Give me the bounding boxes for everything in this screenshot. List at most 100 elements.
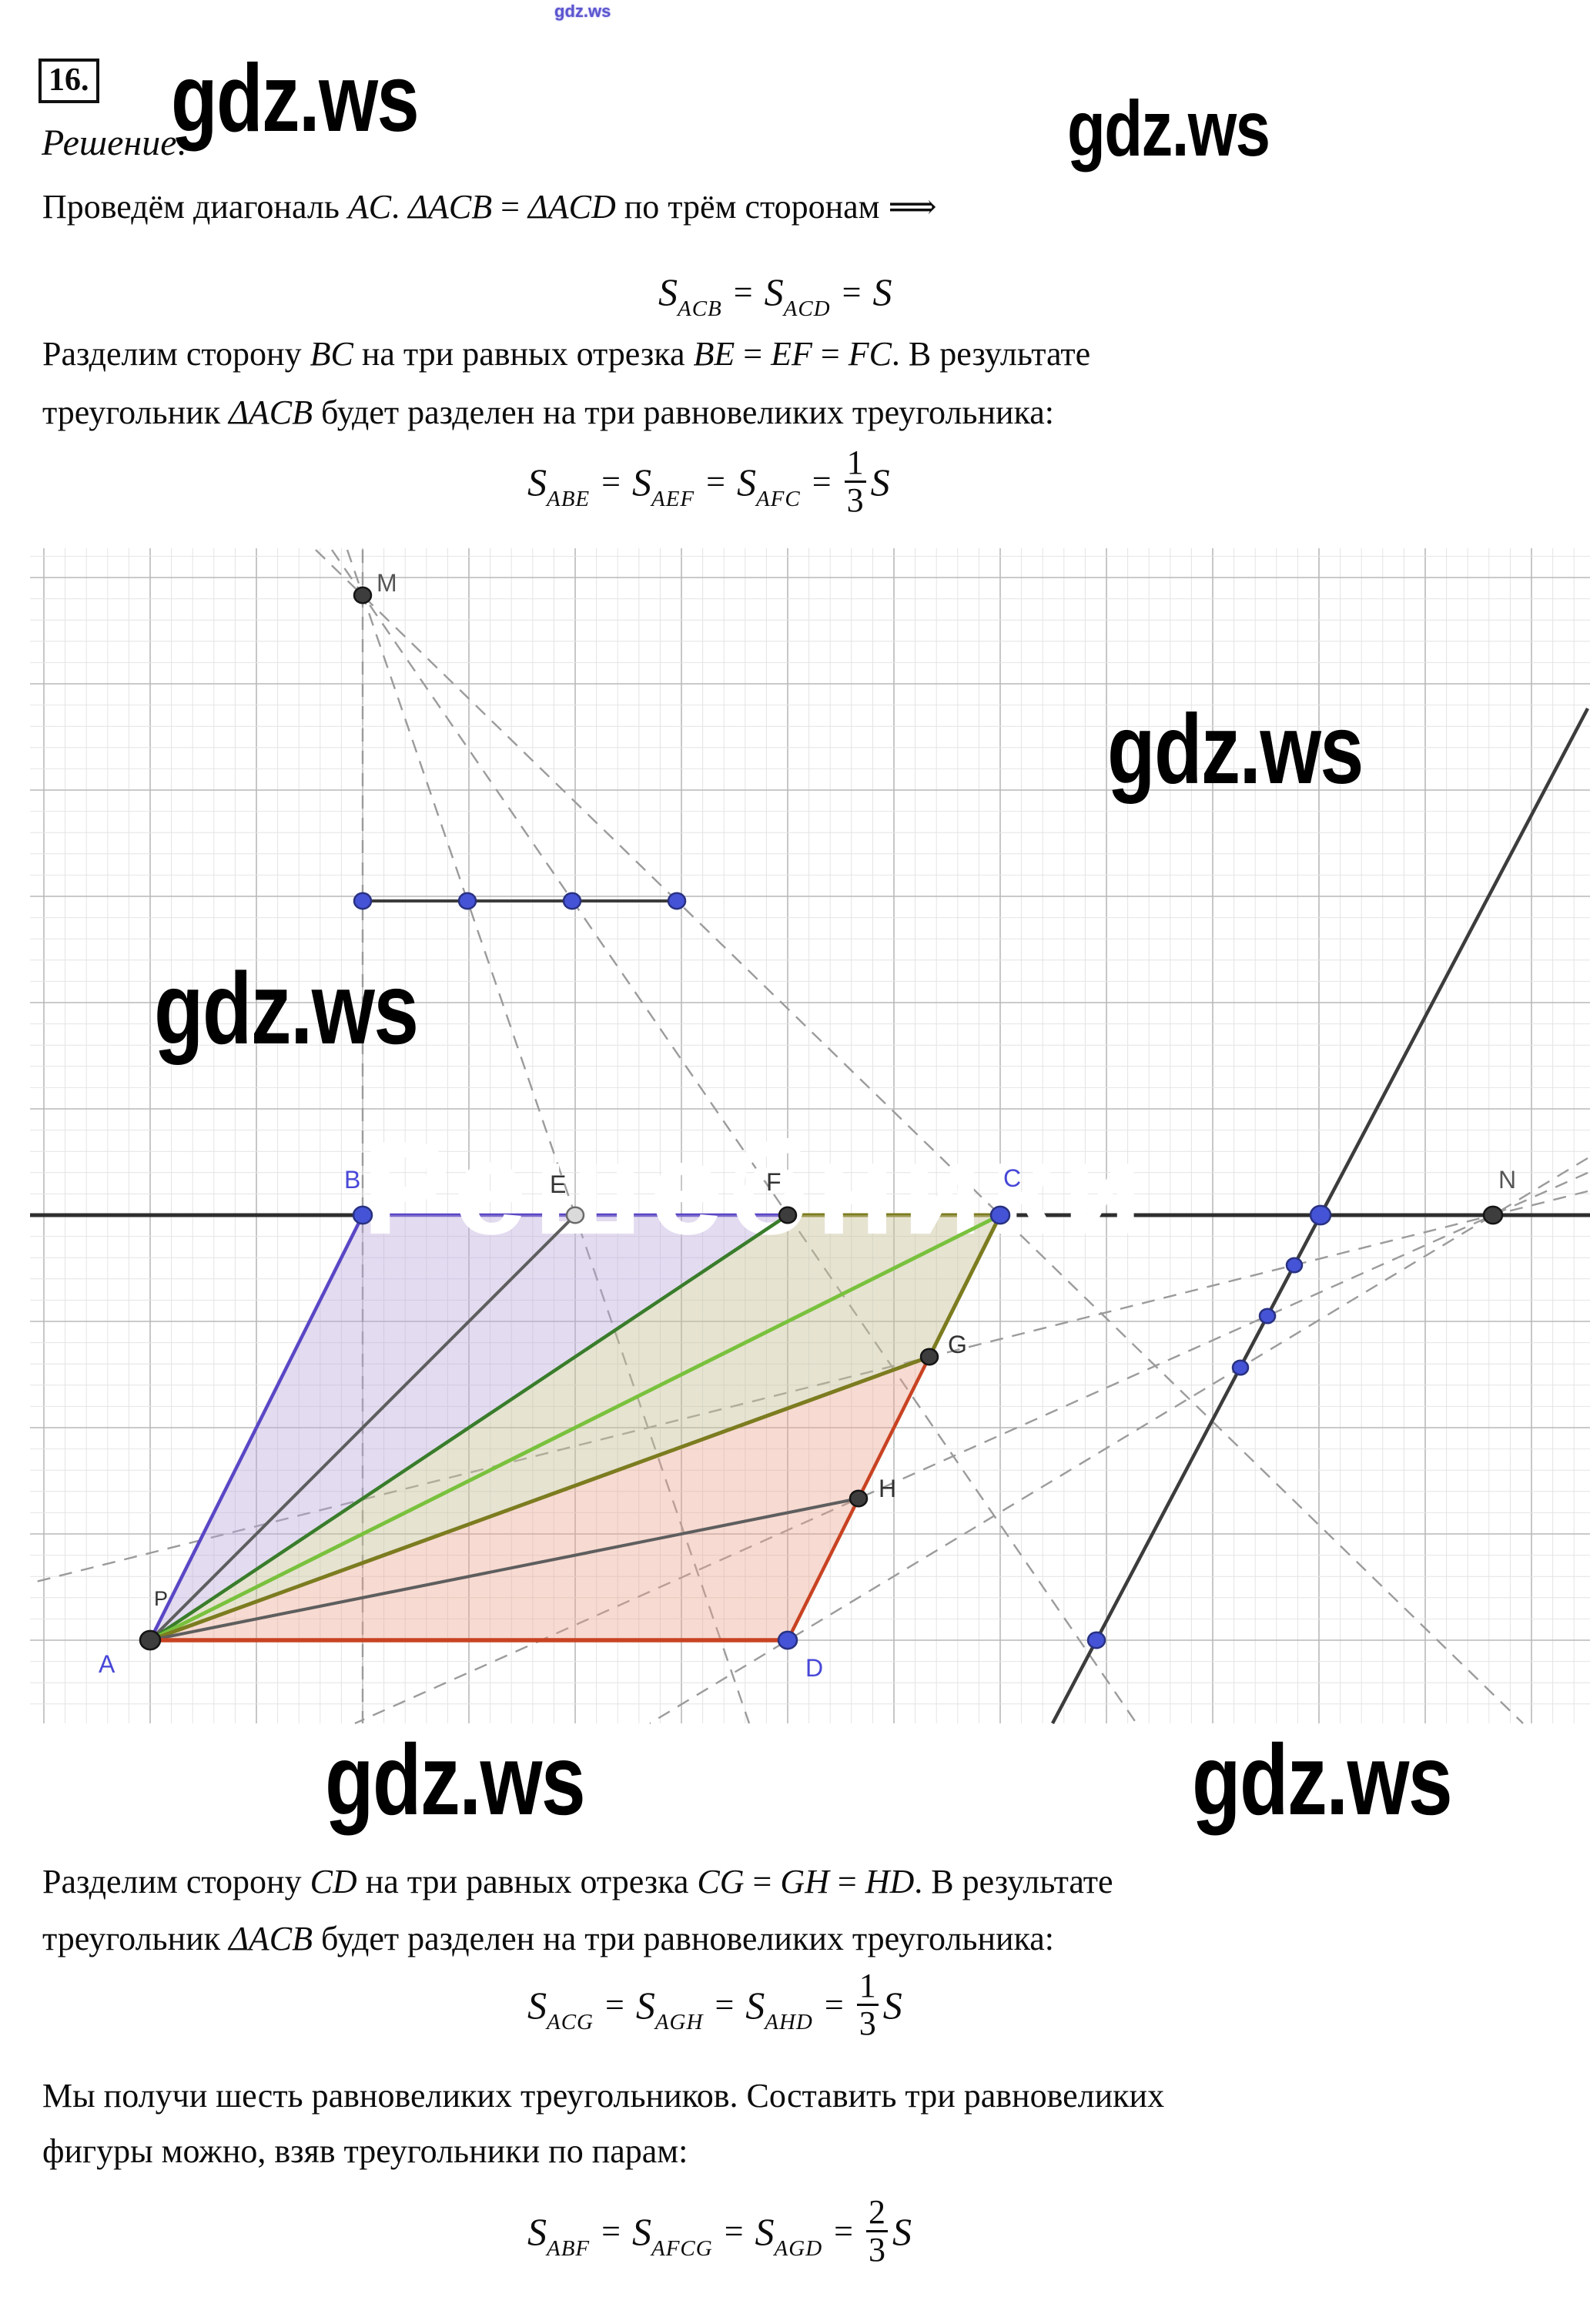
text-segment: = (735, 335, 772, 373)
label-G: G (948, 1331, 967, 1358)
label-N: N (1498, 1166, 1516, 1194)
body-line-2: Разделим сторону BC на три равных отрезк… (42, 334, 1090, 373)
problem-number: 16. (38, 59, 99, 103)
text-segment: ΔACB (408, 188, 493, 226)
equals-sign: = (706, 463, 725, 501)
fraction-part: 1 (846, 444, 864, 481)
point-C (989, 1205, 1011, 1225)
equals-sign: = (812, 463, 832, 501)
point-M (353, 586, 373, 604)
area-symbol: SAFC (736, 460, 801, 511)
text-segment: . (391, 188, 409, 226)
construction-dashed-lines (29, 549, 1588, 1725)
figure-line (149, 1214, 577, 1642)
figure-line (148, 1214, 365, 1642)
point-div-4 (1086, 1631, 1106, 1649)
watermark-gdzws-2: gdz.ws (1067, 85, 1270, 172)
text-segment: . В результате (891, 335, 1091, 373)
figure-line (927, 1214, 1003, 1358)
area-symbol: S (882, 1983, 902, 2027)
fraction-part: 2 (868, 2193, 885, 2231)
figure-line (149, 1497, 859, 1642)
label-E: E (550, 1170, 566, 1198)
text-segment: Проведём диагональ (42, 188, 348, 226)
body-line-5: треугольник ΔACB будет разделен на три р… (42, 1919, 1054, 1958)
area-symbol: S (892, 2209, 912, 2253)
text-segment: . В результате (914, 1863, 1113, 1900)
text-segment: CG (697, 1863, 745, 1900)
text-segment: AC (347, 188, 392, 226)
points (139, 586, 1504, 1651)
text-segment: на три равных отрезка (353, 335, 694, 373)
grid (30, 548, 1590, 1723)
label-P: P (154, 1587, 168, 1610)
equals-sign: = (842, 273, 862, 311)
point-N (1482, 1205, 1504, 1225)
text-segment: = (828, 1863, 865, 1900)
point-labels: M B E F C N G H D A P (99, 569, 1516, 1682)
text-segment: Разделим сторону (42, 335, 310, 373)
area-symbol: SACG (527, 1983, 594, 2034)
text-segment: треугольник (42, 1920, 229, 1957)
area-symbol: SAFCG (631, 2209, 713, 2261)
text-segment: на три равных отрезка (356, 1863, 698, 1900)
point-aux-2 (457, 892, 477, 910)
fraction-part: 3 (856, 2004, 879, 2041)
point-E (565, 1206, 585, 1224)
text-segment: будет разделен на три равновеликих треуг… (313, 1920, 1055, 1957)
text-segment: Разделим сторону (42, 1863, 310, 1900)
equals-sign: = (834, 2212, 853, 2251)
label-D: D (805, 1654, 823, 1682)
formula-2: SABE = SAEF = SAFC = 1 3 S (527, 444, 890, 518)
text-segment: фигуры можно, взяв треугольники по парам… (42, 2132, 688, 2170)
formula-4: SABF = SAFCG = SAGD = 2 3 S (527, 2193, 912, 2268)
watermark-gdzws-6: gdz.ws (1192, 1723, 1453, 1836)
formula-3: SACG = SAGH = SAHD = 1 3 S (527, 1967, 902, 2041)
text-segment: по трём сторонам (615, 188, 889, 226)
dashed-construction-line (354, 1171, 1588, 1725)
text-segment: ΔACB (229, 1920, 313, 1957)
text-segment: ΔACD (527, 188, 616, 226)
point-aux-3 (562, 892, 582, 910)
label-A: A (99, 1650, 115, 1678)
body-line-6: Мы получи шесть равновеликих треугольник… (42, 2076, 1164, 2115)
dashed-construction-line (331, 549, 1137, 1724)
point-line-cross (1309, 1204, 1332, 1226)
text-segment: ⟹ (888, 188, 937, 226)
dashed-construction-line (315, 549, 1524, 1724)
point-div-2 (1258, 1308, 1277, 1324)
area-symbol: SAGD (755, 2209, 823, 2261)
text-segment: BC (310, 335, 353, 373)
dashed-construction-line (346, 549, 751, 1724)
equals-sign: = (605, 1986, 624, 2024)
text-segment: = (744, 1863, 781, 1900)
figure-line (149, 1213, 1002, 1643)
point-div-3 (1231, 1359, 1250, 1376)
label-C: C (1003, 1164, 1021, 1192)
fraction-part: 1 (859, 1967, 876, 2004)
text-segment: будет разделен на три равновеликих треуг… (313, 393, 1055, 431)
area-symbol: SACD (764, 270, 831, 321)
text-segment: ΔACB (229, 393, 313, 431)
area-symbol: SAGH (635, 1983, 704, 2034)
area-symbol: SAEF (631, 460, 695, 511)
text-segment: GH (780, 1863, 829, 1900)
text-segment: треугольник (42, 393, 229, 431)
area-symbol: SABF (527, 2209, 591, 2261)
area-symbol: S (870, 460, 890, 504)
text-segment: Мы получи шесть равновеликих треугольник… (42, 2077, 1165, 2115)
text-segment: EF (771, 335, 812, 373)
body-line-1: Проведём диагональ AC. ΔACB = ΔACD по тр… (42, 187, 937, 226)
watermark-gdzws-5: gdz.ws (325, 1723, 586, 1836)
point-F (778, 1206, 798, 1224)
watermark-gdzws-1: gdz.ws (171, 45, 420, 152)
watermark-gdzws-3: gdz.ws (154, 952, 419, 1065)
area-symbol: SABE (527, 460, 591, 511)
equals-sign: = (824, 1986, 844, 2024)
equals-sign: = (601, 2212, 621, 2251)
point-H (849, 1489, 869, 1508)
equals-sign: = (724, 2212, 744, 2251)
